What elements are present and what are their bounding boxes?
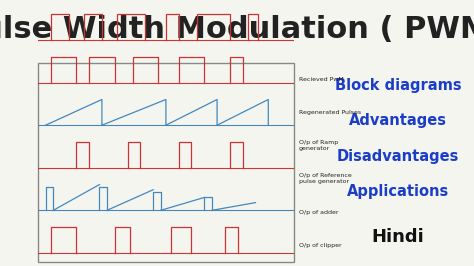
Text: Regenerated Pulses: Regenerated Pulses [299,110,361,115]
Text: O/p of Ramp
generator: O/p of Ramp generator [299,140,338,151]
Text: Pulse Width Modulation ( PWM ): Pulse Width Modulation ( PWM ) [0,15,474,44]
Text: Applications: Applications [347,184,449,199]
Text: O/p of clipper: O/p of clipper [299,243,341,248]
Text: O/p of adder: O/p of adder [299,210,338,215]
Text: Advantages: Advantages [349,113,447,128]
Text: Block diagrams: Block diagrams [335,78,462,93]
Text: Disadvantages: Disadvantages [337,148,459,164]
Text: O/p of Reference
pulse generator: O/p of Reference pulse generator [299,173,351,184]
Text: Recieved PwM: Recieved PwM [299,77,343,82]
Text: Hindi: Hindi [372,228,425,246]
